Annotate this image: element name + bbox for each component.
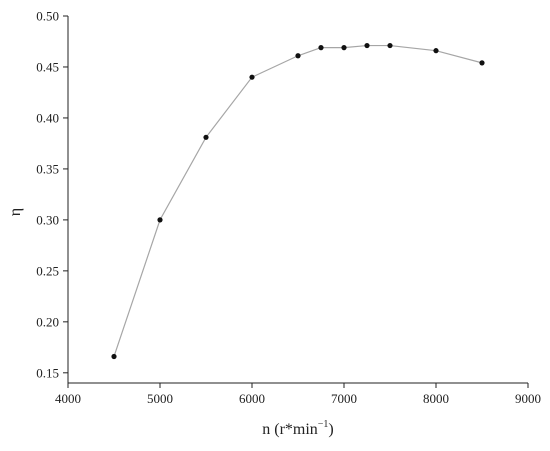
y-tick-label: 0.15	[36, 365, 59, 380]
x-tick-label: 5000	[147, 391, 173, 406]
data-point	[157, 217, 163, 223]
series-lines	[113, 44, 483, 357]
series-line	[113, 44, 483, 357]
x-ticks: 4000 5000 6000 7000 8000 9000	[55, 383, 541, 406]
x-tick-label: 6000	[239, 391, 265, 406]
data-point	[111, 353, 117, 360]
y-tick-label: 0.35	[36, 161, 59, 176]
data-point	[341, 45, 347, 51]
y-tick-label: 0.20	[36, 314, 59, 329]
x-tick-label: 7000	[331, 391, 357, 406]
y-tick-label: 0.25	[36, 263, 59, 278]
data-point	[318, 45, 324, 51]
y-tick-label: 0.40	[36, 110, 59, 125]
x-tick-label: 8000	[423, 391, 449, 406]
x-axis-label: n (r*min−1)	[262, 419, 334, 438]
y-ticks: 0.15 0.20 0.25 0.30 0.35 0.40 0.45 0.50	[36, 9, 68, 380]
data-point	[479, 60, 485, 66]
y-axis-label: η	[7, 208, 24, 216]
x-tick-label: 4000	[55, 391, 81, 406]
y-tick-label: 0.45	[36, 59, 59, 74]
data-point	[364, 42, 370, 49]
data-point	[249, 74, 255, 80]
data-point	[203, 134, 209, 140]
data-point	[433, 48, 439, 54]
y-tick-label: 0.30	[36, 212, 59, 227]
y-tick-label: 0.50	[36, 9, 59, 24]
data-point	[387, 42, 393, 49]
x-tick-label: 9000	[515, 391, 541, 406]
data-point	[295, 53, 301, 59]
series-points	[111, 42, 485, 360]
axes	[67, 16, 528, 384]
